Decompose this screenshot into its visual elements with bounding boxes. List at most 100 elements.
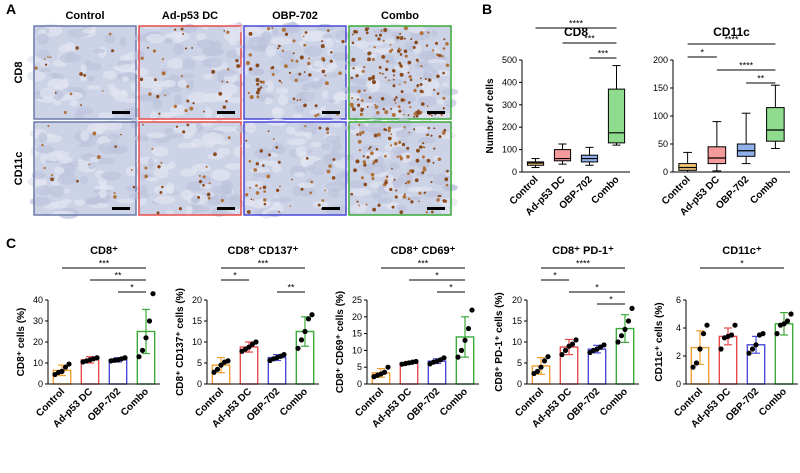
stained-cell	[322, 58, 326, 62]
stained-cell	[111, 49, 115, 53]
chart-title: CD8⁺ CD137⁺	[228, 245, 299, 257]
tissue-texture	[421, 190, 443, 198]
tissue-texture	[312, 201, 329, 209]
tissue-texture	[196, 33, 207, 41]
tissue-texture	[407, 186, 422, 193]
stained-cell	[351, 33, 354, 36]
tissue-texture	[165, 210, 176, 215]
stained-cell	[173, 104, 177, 109]
stained-cell	[304, 31, 308, 34]
stained-cell	[430, 134, 433, 137]
tissue-texture	[216, 147, 231, 156]
tissue-texture	[288, 99, 298, 105]
tissue-texture	[122, 107, 143, 118]
tissue-texture	[76, 106, 94, 115]
stained-cell	[186, 123, 190, 127]
tissue-texture	[442, 184, 458, 191]
tissue-texture	[285, 23, 293, 32]
data-point	[381, 369, 388, 375]
stained-cell	[152, 49, 157, 53]
stained-cell	[410, 38, 413, 41]
chart-title: CD8	[564, 25, 588, 39]
stained-cell	[408, 169, 412, 173]
stained-cell	[430, 181, 433, 184]
y-tick-label: 100	[502, 145, 517, 155]
tissue-texture	[160, 112, 174, 119]
stained-cell	[202, 175, 206, 179]
stained-cell	[338, 71, 342, 76]
stained-cell	[263, 190, 266, 193]
stained-cell	[391, 205, 395, 209]
data-point	[700, 331, 707, 337]
stained-cell	[328, 164, 332, 168]
tissue-texture	[153, 167, 169, 179]
stained-cell	[360, 99, 364, 103]
stained-cell	[426, 105, 429, 108]
stained-cell	[413, 115, 416, 118]
stained-cell	[207, 196, 211, 200]
stained-cell	[248, 67, 253, 71]
stained-cell	[294, 78, 298, 83]
tissue-texture	[416, 61, 429, 68]
histology-frame	[348, 121, 452, 216]
stained-cell	[371, 57, 375, 62]
data-point	[601, 342, 607, 348]
tissue-texture	[441, 88, 459, 96]
data-point	[94, 355, 100, 361]
data-point	[622, 326, 628, 332]
tissue-texture	[349, 187, 371, 197]
stained-cell	[63, 110, 67, 114]
tissue-texture	[57, 173, 77, 185]
data-point	[538, 364, 544, 370]
scale-bar	[427, 207, 445, 210]
data-point	[569, 341, 576, 347]
stained-cell	[250, 198, 253, 201]
stained-cell	[279, 185, 281, 188]
stained-cell	[407, 197, 411, 201]
data-point	[146, 318, 153, 324]
data-point	[150, 291, 156, 297]
tissue-texture	[326, 48, 334, 56]
tissue-texture	[124, 98, 137, 103]
stained-cell	[277, 160, 281, 164]
tissue-texture	[164, 37, 173, 44]
stained-cell	[314, 114, 318, 118]
stained-cell	[398, 61, 402, 65]
data-point	[469, 307, 475, 313]
tissue-texture	[59, 52, 81, 64]
stained-cell	[361, 69, 365, 73]
stained-cell	[356, 200, 359, 203]
stained-cell	[184, 47, 188, 50]
stained-cell	[445, 41, 449, 46]
tissue-texture	[99, 182, 107, 193]
tissue-texture	[168, 133, 184, 138]
tissue-texture	[342, 86, 365, 93]
data-point	[139, 347, 146, 353]
stained-cell	[83, 73, 87, 77]
stained-cell	[120, 133, 122, 136]
y-tick-label: 0	[512, 167, 517, 177]
tissue-texture	[383, 38, 397, 45]
stained-cell	[407, 172, 410, 176]
bar-chart: CD8⁺CD8⁺ cells (%)010203040******Control…	[16, 245, 160, 430]
stained-cell	[402, 194, 407, 199]
tissue-texture	[426, 50, 435, 55]
stained-cell	[186, 84, 190, 88]
tissue-texture	[292, 114, 303, 119]
significance-label: ****	[576, 259, 591, 269]
stained-cell	[408, 101, 411, 104]
stained-cell	[50, 174, 54, 177]
stained-cell	[414, 178, 419, 183]
stained-cell	[436, 92, 440, 95]
significance-label: **	[287, 283, 295, 293]
stained-cell	[399, 53, 403, 56]
data-point	[618, 333, 625, 339]
tissue-texture	[182, 58, 196, 70]
data-point	[458, 347, 465, 353]
stained-cell	[368, 96, 372, 100]
stained-cell	[396, 49, 401, 53]
stained-cell	[366, 155, 370, 159]
data-point	[455, 354, 461, 360]
y-tick-label: 200	[502, 122, 517, 132]
tissue-texture	[118, 64, 139, 72]
